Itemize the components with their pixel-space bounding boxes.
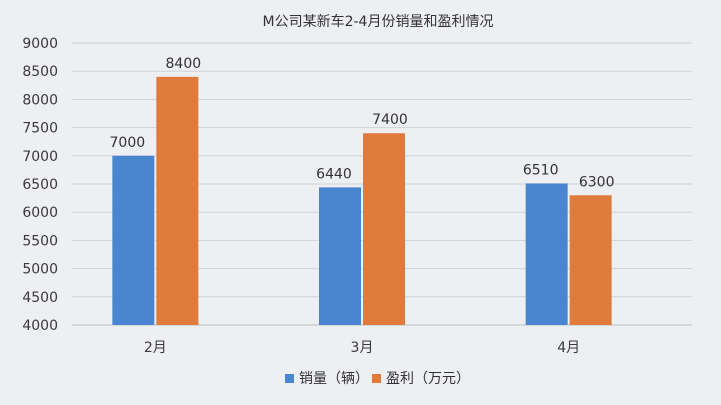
- bar-sales: [525, 183, 568, 325]
- x-axis-categories: 2月 3月 4月: [144, 340, 580, 356]
- chart-title: M公司某新车2-4月份销量和盈利情况: [263, 13, 494, 30]
- y-tick-label: 7000: [22, 149, 58, 165]
- y-tick-label: 6000: [22, 205, 58, 221]
- legend-swatch-sales: [285, 374, 294, 383]
- bar-sales: [112, 155, 155, 325]
- y-tick-label: 5500: [22, 233, 58, 249]
- y-tick-label: 7500: [22, 121, 58, 137]
- bar-sales: [319, 187, 361, 325]
- y-tick-label: 5000: [22, 262, 58, 278]
- bar-profit: [156, 76, 199, 325]
- x-category-label: 3月: [351, 340, 374, 356]
- x-category-label: 4月: [557, 340, 580, 356]
- data-label: 6440: [316, 166, 352, 182]
- y-tick-label: 8000: [22, 92, 58, 108]
- bars: [112, 76, 612, 325]
- y-tick-label: 9000: [22, 36, 58, 52]
- data-labels: 7000 8400 6440 7400 6510 6300: [110, 56, 615, 190]
- data-label: 7400: [372, 112, 408, 128]
- data-label: 8400: [166, 56, 202, 72]
- legend-swatch-profit: [372, 374, 381, 383]
- y-tick-label: 8500: [22, 64, 58, 80]
- y-axis-ticks: 4000 4500 5000 5500 6000 6500 7000 7500 8000 8500…: [22, 36, 58, 334]
- data-label: 6510: [523, 162, 559, 178]
- legend-label-profit: 盈利（万元）: [386, 371, 470, 387]
- bar-profit: [569, 195, 612, 325]
- data-label: 7000: [110, 135, 146, 151]
- legend: 销量（辆） 盈利（万元）: [285, 371, 470, 387]
- y-tick-label: 6500: [22, 177, 58, 193]
- bar-profit: [363, 133, 405, 325]
- data-label: 6300: [579, 174, 615, 190]
- x-category-label: 2月: [144, 340, 167, 356]
- legend-label-sales: 销量（辆）: [299, 371, 369, 387]
- y-tick-label: 4000: [22, 318, 58, 334]
- y-tick-label: 4500: [22, 290, 58, 306]
